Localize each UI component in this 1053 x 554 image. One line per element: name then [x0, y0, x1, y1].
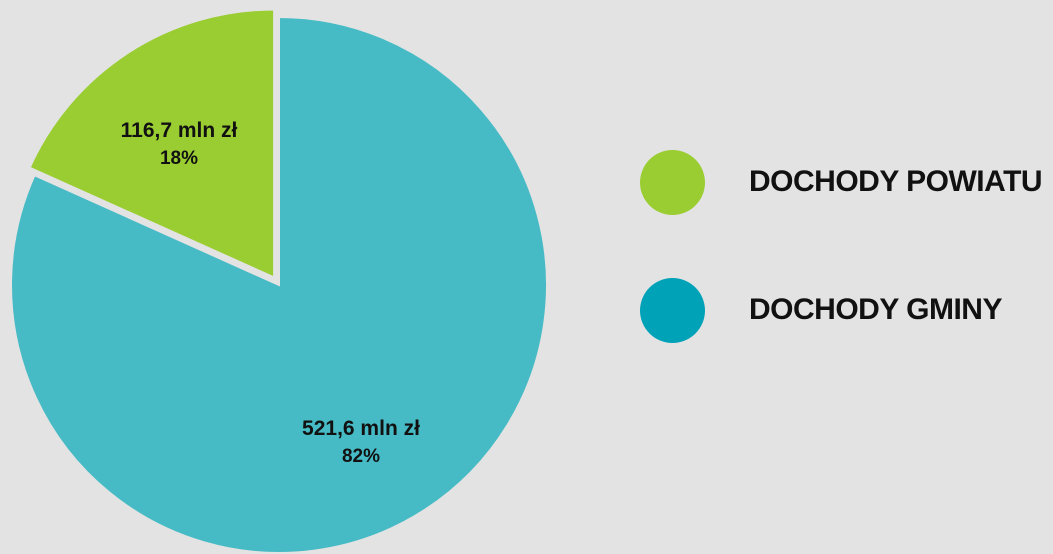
legend-swatch-powiat [640, 149, 705, 215]
slice-percent-label-1: 82% [342, 446, 380, 467]
slice-percent-label-0: 18% [160, 148, 198, 169]
pie-chart: 116,7 mln zł 18% 521,6 mln zł 82% [10, 8, 548, 554]
legend-label-gmina: DOCHODY GMINY [749, 293, 1002, 326]
legend: DOCHODY POWIATU DOCHODY GMINY [640, 149, 1053, 406]
slice-value-label-1: 521,6 mln zł [302, 417, 420, 440]
legend-label-powiat: DOCHODY POWIATU [749, 165, 1043, 198]
pie-slice-0 [28, 8, 276, 279]
pie-slice-1 [10, 15, 548, 554]
legend-item-gmina: DOCHODY GMINY [640, 277, 1053, 343]
legend-swatch-gmina [640, 277, 705, 343]
legend-item-powiat: DOCHODY POWIATU [640, 149, 1053, 215]
slice-value-label-0: 116,7 mln zł [121, 119, 238, 142]
